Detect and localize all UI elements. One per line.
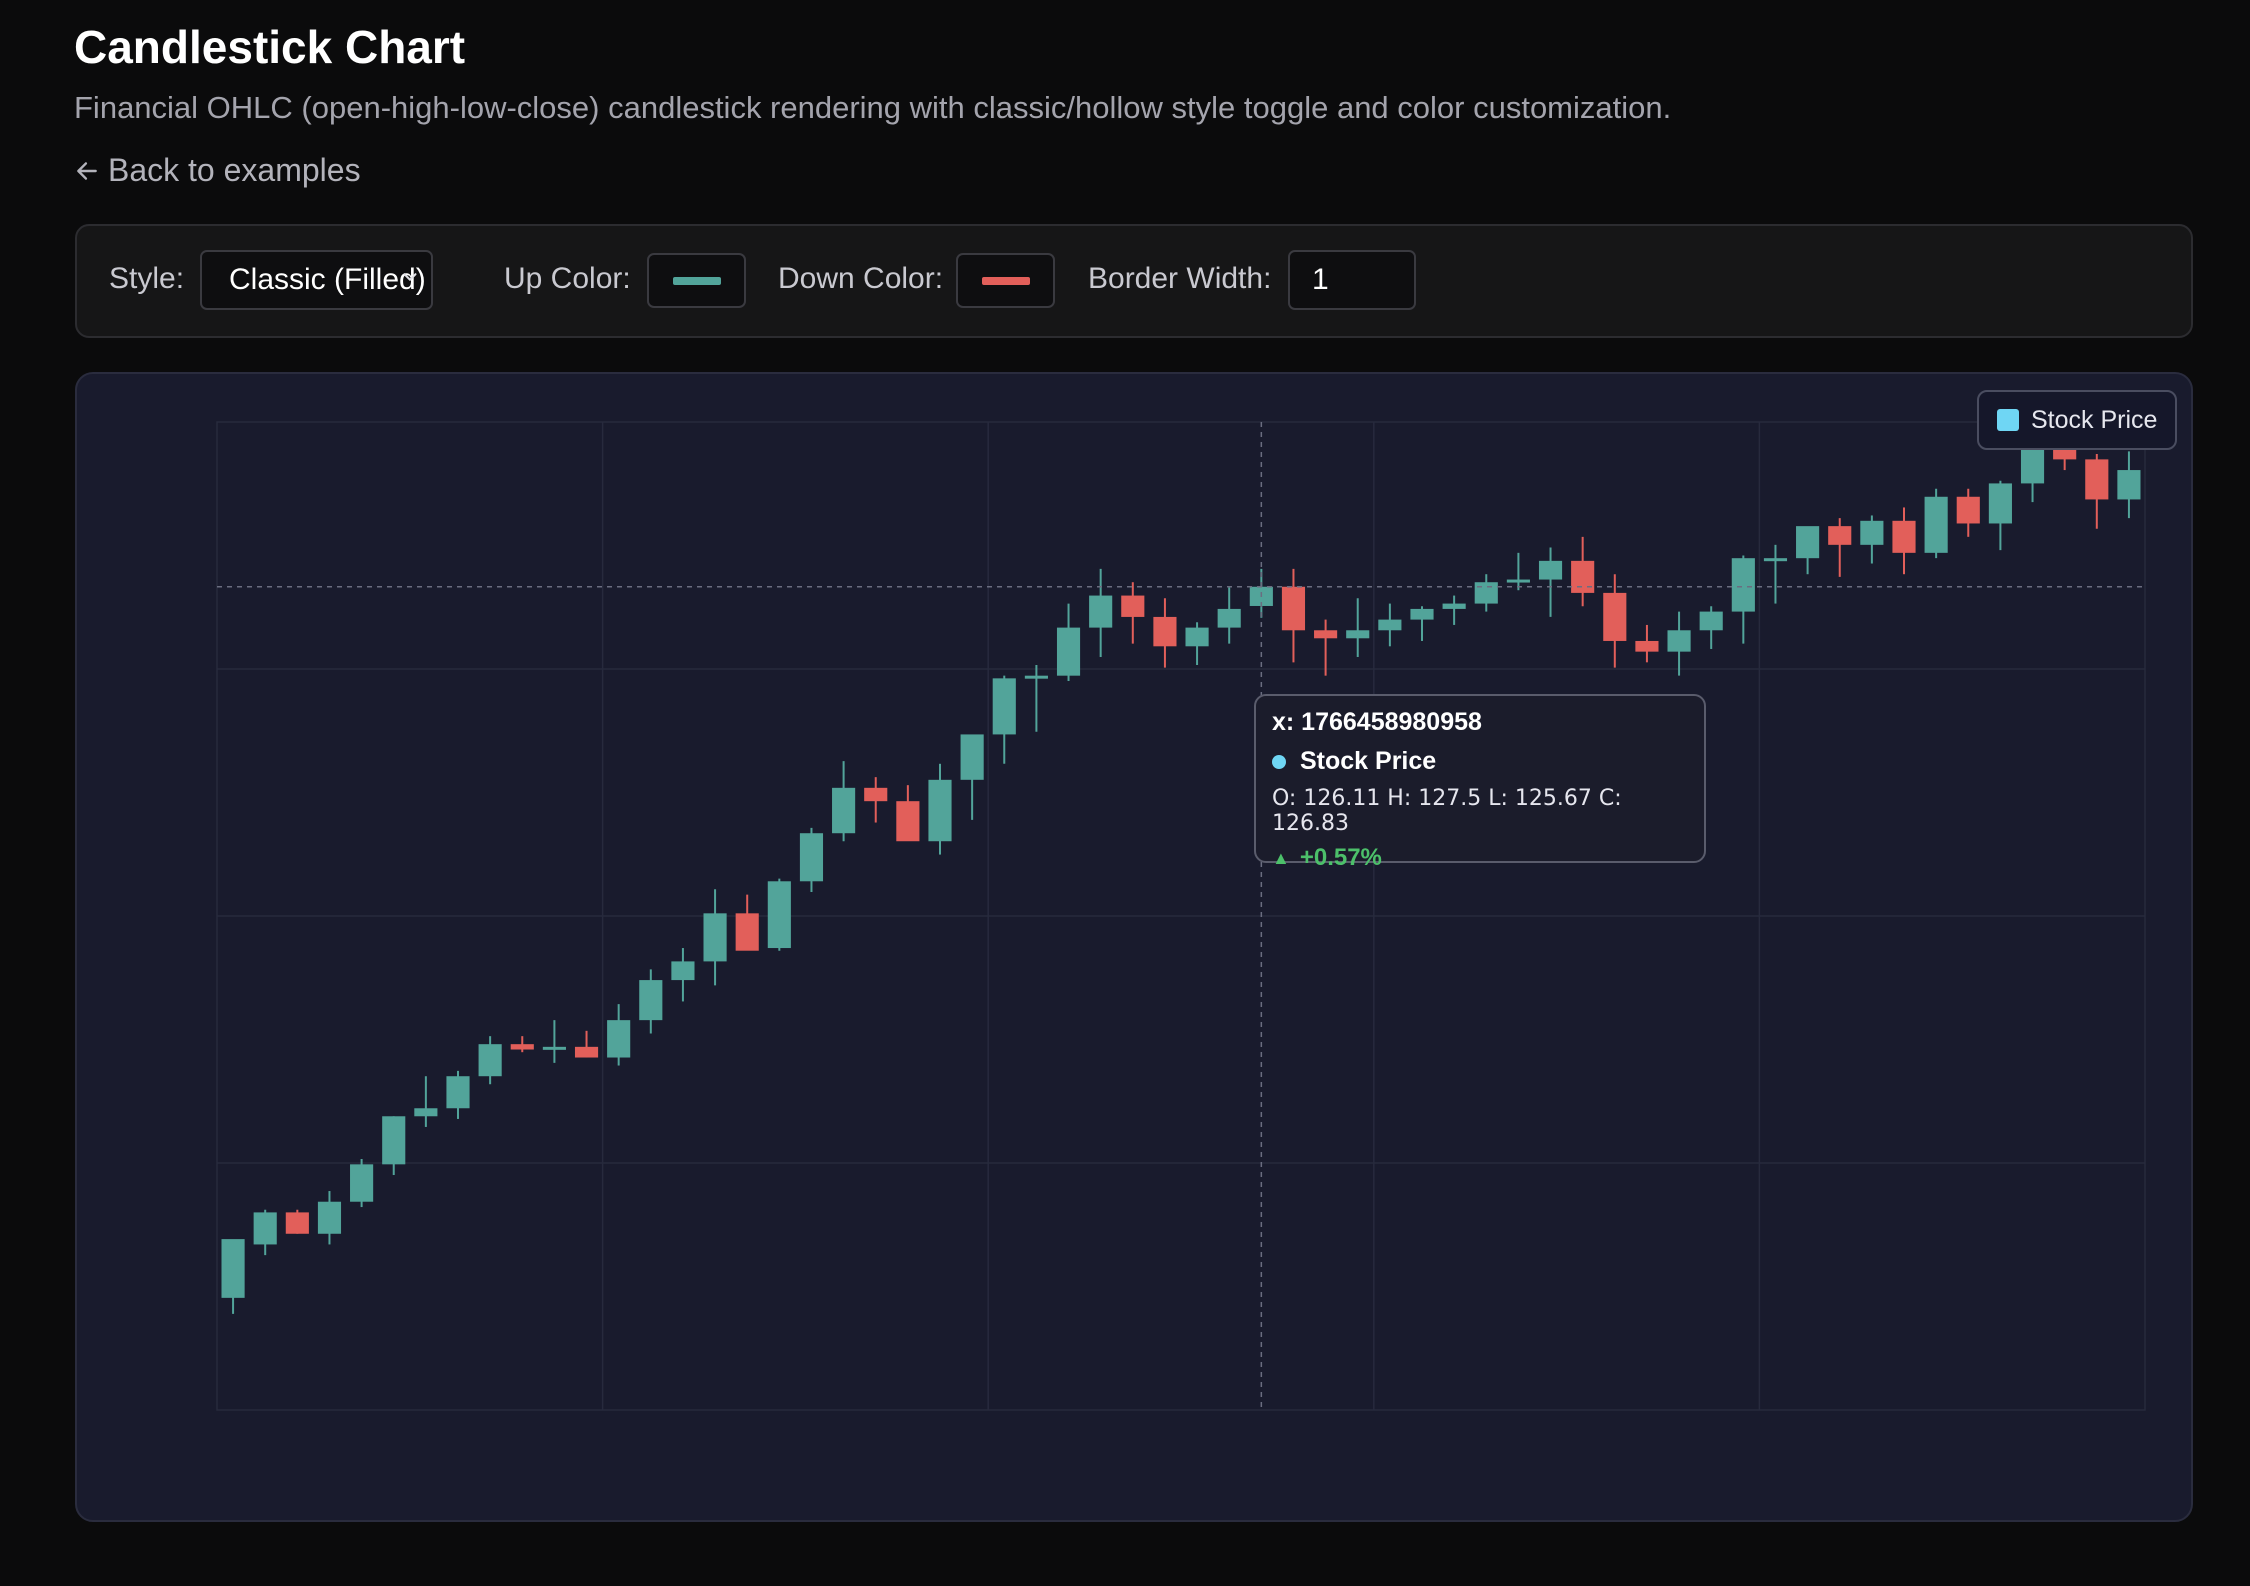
candle-body [382, 1116, 406, 1165]
candle-body [285, 1212, 309, 1234]
candle-body [1892, 520, 1916, 553]
tooltip-x-value: x: 1766458980958 [1272, 708, 1482, 736]
candle-body [2085, 459, 2109, 500]
chart-tooltip: x: 1766458980958 Stock Price O: 126.11 H… [1254, 694, 1706, 871]
down-color-label: Down Color: [778, 262, 944, 295]
candle-body [1185, 627, 1209, 647]
candlestick-chart[interactable] [77, 374, 2191, 1520]
arrow-left-icon [77, 161, 97, 180]
candle-body [607, 1020, 631, 1058]
candle-body [1667, 630, 1691, 652]
candle-body [1346, 630, 1370, 639]
candle-body [574, 1046, 599, 1058]
candle-body [832, 787, 856, 834]
chart-panel[interactable]: Stock Price x: 1766458980958 Stock Price… [75, 372, 2193, 1522]
candle-body [253, 1212, 277, 1245]
up-color-label: Up Color: [504, 262, 631, 295]
candle-body [1731, 558, 1755, 612]
tooltip-ohlc: O: 126.11 H: 127.5 L: 125.67 C: 126.83 [1272, 786, 1622, 836]
chevron-down-icon [403, 273, 417, 281]
candle-body [1378, 619, 1402, 631]
border-width-input[interactable] [1288, 250, 1416, 310]
style-label: Style: [109, 262, 185, 295]
candle-body [2117, 470, 2141, 500]
tooltip-series-dot [1272, 754, 1286, 769]
candle-body [510, 1044, 534, 1050]
up-color-swatch [673, 277, 721, 285]
candle-body [1699, 611, 1723, 631]
legend-label: Stock Price [2031, 405, 2158, 434]
tooltip-series-name: Stock Price [1300, 747, 1437, 775]
candle-body [1956, 496, 1980, 524]
candle-body [703, 913, 727, 962]
candle-body [1635, 640, 1659, 652]
candle-body [1217, 608, 1241, 628]
page-title: Candlestick Chart [74, 21, 466, 73]
back-link-label: Back to examples [108, 152, 361, 188]
candle-body [350, 1164, 374, 1202]
candle-body [542, 1046, 566, 1050]
legend-item-stock-price[interactable]: Stock Price [1977, 390, 2178, 450]
candle-body [1796, 526, 1820, 559]
candle-body [1763, 558, 1788, 562]
candle-body [1442, 603, 1466, 609]
candle-body [928, 779, 952, 842]
tooltip-change-value: +0.57% [1299, 844, 1382, 871]
candle-body [221, 1239, 245, 1298]
candle-body [671, 961, 695, 981]
candle-body [317, 1201, 342, 1234]
back-to-examples-link[interactable]: Back to examples [74, 152, 361, 189]
candle-body [896, 801, 920, 842]
down-color-swatch [982, 277, 1030, 285]
candle-body [639, 980, 663, 1021]
style-select-value: Classic (Filled) [229, 263, 426, 296]
candle-body [992, 678, 1016, 735]
candle-body [960, 734, 984, 780]
candle-body [1538, 560, 1563, 580]
legend-color-swatch [1997, 409, 2019, 431]
controls-panel: Style: Classic (Filled) Up Color: Down C… [75, 224, 2193, 338]
tooltip-series-row: Stock Price [1272, 747, 1688, 776]
page-description: Financial OHLC (open-high-low-close) can… [74, 90, 1672, 125]
candle-body [1121, 595, 1145, 617]
candle-body [1281, 586, 1306, 631]
candle-body [1828, 526, 1852, 545]
candle-body [1603, 592, 1627, 641]
candle-body [1024, 675, 1048, 679]
candle-body [799, 833, 824, 882]
style-select[interactable]: Classic (Filled) [200, 250, 433, 310]
candle-body [864, 787, 888, 802]
candle-body [2020, 443, 2045, 484]
candle-body [414, 1108, 438, 1117]
border-width-label: Border Width: [1088, 262, 1272, 295]
candle-body [1924, 496, 1948, 553]
candle-body [1089, 595, 1113, 628]
candle-body [1860, 520, 1884, 545]
candle-body [767, 881, 791, 949]
candle-body [1314, 630, 1338, 639]
triangle-up-icon: ▲ [1272, 847, 1290, 868]
candle-body [1571, 560, 1595, 593]
down-color-picker[interactable] [956, 253, 1055, 308]
candle-body [1474, 582, 1498, 604]
candle-body [735, 913, 759, 951]
candle-body [446, 1076, 470, 1109]
candle-body [478, 1044, 502, 1077]
candle-body [1506, 579, 1530, 583]
up-color-picker[interactable] [647, 253, 746, 308]
tooltip-change-row: ▲ +0.57% [1272, 844, 1688, 872]
candle-body [1410, 608, 1434, 620]
candle-body [1153, 616, 1177, 647]
candle-body [1056, 627, 1081, 676]
candle-body [1988, 483, 2012, 524]
